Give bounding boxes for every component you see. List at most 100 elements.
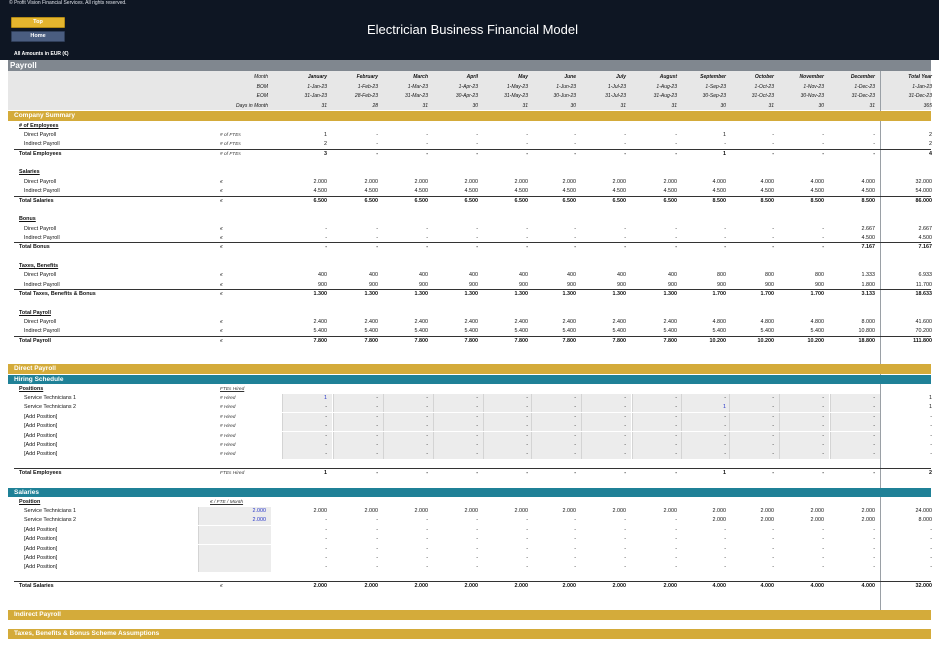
value-cell[interactable]: - (526, 404, 528, 411)
input-cell[interactable] (581, 403, 631, 413)
input-cell[interactable] (531, 441, 581, 450)
input-cell[interactable] (581, 394, 631, 403)
value-cell[interactable]: - (526, 451, 528, 458)
value-cell[interactable]: - (526, 413, 528, 420)
value-cell[interactable]: - (426, 423, 428, 430)
input-cell[interactable] (531, 403, 581, 413)
value-cell[interactable]: - (624, 395, 626, 401)
value-cell[interactable]: - (724, 451, 726, 458)
input-cell[interactable] (779, 450, 829, 460)
input-cell[interactable] (681, 422, 731, 432)
input-cell[interactable] (433, 431, 483, 441)
value-cell[interactable]: - (675, 404, 677, 411)
value-cell[interactable]: - (325, 451, 327, 458)
value-cell[interactable]: - (873, 423, 875, 430)
value-cell[interactable]: - (325, 404, 327, 411)
input-cell[interactable] (729, 441, 779, 450)
input-cell[interactable] (531, 431, 581, 441)
value-cell[interactable]: 1 (324, 395, 327, 401)
input-cell[interactable] (581, 450, 631, 460)
input-cell[interactable] (681, 412, 731, 422)
value-cell[interactable]: - (376, 423, 378, 430)
input-cell[interactable] (830, 412, 880, 422)
input-cell[interactable] (779, 394, 829, 403)
input-cell[interactable] (830, 394, 880, 403)
home-button[interactable]: Home (11, 31, 65, 42)
input-cell[interactable] (483, 422, 533, 432)
value-cell[interactable]: - (822, 423, 824, 430)
input-cell[interactable] (531, 394, 581, 403)
value-cell[interactable]: - (772, 395, 774, 401)
input-cell[interactable] (383, 403, 433, 413)
input-cell[interactable] (483, 394, 533, 403)
value-cell[interactable]: - (426, 395, 428, 401)
value-cell[interactable]: - (476, 395, 478, 401)
value-cell[interactable]: - (574, 432, 576, 439)
value-cell[interactable]: - (476, 413, 478, 420)
input-cell[interactable] (383, 394, 433, 403)
value-cell[interactable]: - (772, 432, 774, 439)
input-cell[interactable] (282, 450, 332, 460)
value-cell[interactable]: - (476, 451, 478, 458)
input-cell[interactable] (433, 422, 483, 432)
input-cell[interactable] (830, 422, 880, 432)
input-cell[interactable] (433, 412, 483, 422)
input-cell[interactable] (531, 422, 581, 432)
value-cell[interactable]: - (574, 404, 576, 411)
value-cell[interactable]: - (675, 432, 677, 439)
value-cell[interactable]: - (822, 413, 824, 420)
rate-input[interactable] (198, 525, 271, 535)
input-cell[interactable] (483, 412, 533, 422)
input-cell[interactable] (333, 422, 383, 432)
top-button[interactable]: Top (11, 17, 65, 28)
input-cell[interactable] (581, 422, 631, 432)
input-cell[interactable] (632, 412, 682, 422)
input-cell[interactable] (632, 431, 682, 441)
value-cell[interactable]: - (526, 423, 528, 430)
value-cell[interactable]: - (873, 413, 875, 420)
value-cell[interactable]: - (873, 432, 875, 439)
rate-input[interactable] (198, 554, 271, 563)
input-cell[interactable] (282, 394, 332, 403)
value-cell[interactable]: - (476, 404, 478, 411)
rate-input[interactable] (198, 535, 271, 545)
value-cell[interactable]: - (724, 413, 726, 420)
value-cell[interactable]: - (574, 413, 576, 420)
value-cell[interactable]: - (376, 451, 378, 458)
input-cell[interactable] (282, 431, 332, 441)
value-cell[interactable]: - (476, 423, 478, 430)
value-cell[interactable]: - (724, 395, 726, 401)
value-cell[interactable]: - (426, 432, 428, 439)
value-cell[interactable]: - (476, 432, 478, 439)
value-cell[interactable]: - (873, 442, 875, 448)
value-cell[interactable]: - (325, 413, 327, 420)
value-cell[interactable]: - (426, 413, 428, 420)
rate-value[interactable]: 2.000 (252, 517, 267, 524)
input-cell[interactable] (632, 441, 682, 450)
value-cell[interactable]: - (675, 423, 677, 430)
rate-input[interactable] (198, 507, 271, 516)
input-cell[interactable] (483, 431, 533, 441)
value-cell[interactable]: - (325, 442, 327, 448)
value-cell[interactable]: - (574, 451, 576, 458)
value-cell[interactable]: - (724, 432, 726, 439)
value-cell[interactable]: - (574, 442, 576, 448)
rate-input[interactable] (198, 544, 271, 554)
input-cell[interactable] (282, 422, 332, 432)
value-cell[interactable]: - (822, 395, 824, 401)
input-cell[interactable] (581, 441, 631, 450)
value-cell[interactable]: - (675, 451, 677, 458)
input-cell[interactable] (632, 403, 682, 413)
value-cell[interactable]: - (476, 442, 478, 448)
input-cell[interactable] (830, 441, 880, 450)
value-cell[interactable]: - (325, 423, 327, 430)
value-cell[interactable]: - (624, 432, 626, 439)
input-cell[interactable] (282, 441, 332, 450)
input-cell[interactable] (333, 450, 383, 460)
input-cell[interactable] (681, 441, 731, 450)
value-cell[interactable]: - (675, 395, 677, 401)
value-cell[interactable]: - (624, 442, 626, 448)
input-cell[interactable] (729, 431, 779, 441)
value-cell[interactable]: - (873, 404, 875, 411)
input-cell[interactable] (333, 412, 383, 422)
